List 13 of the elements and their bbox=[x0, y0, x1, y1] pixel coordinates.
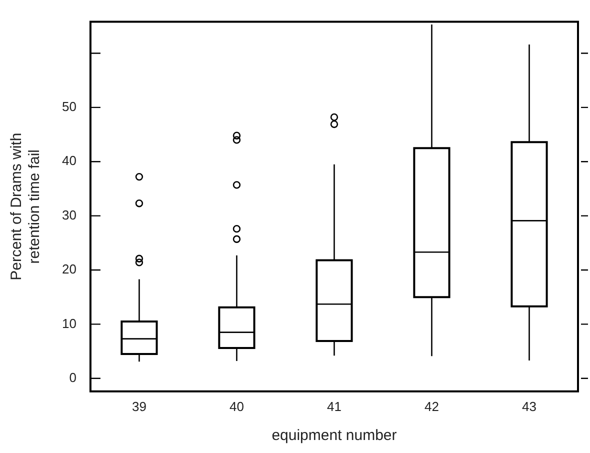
y-tick-label: 40 bbox=[62, 153, 76, 168]
x-tick-label: 40 bbox=[229, 398, 244, 414]
x-axis-title: equipment number bbox=[272, 427, 397, 444]
x-tick-label: 41 bbox=[326, 398, 342, 414]
y-tick-label: 50 bbox=[62, 99, 76, 114]
x-tick-label: 43 bbox=[522, 398, 536, 414]
y-tick-label: 20 bbox=[62, 262, 76, 277]
x-tick-label: 42 bbox=[424, 398, 439, 414]
x-tick-label: 39 bbox=[132, 398, 146, 414]
y-tick-label: 0 bbox=[69, 370, 76, 385]
y-tick-label: 30 bbox=[62, 207, 76, 222]
y-tick-label: 10 bbox=[62, 316, 76, 331]
y-axis-title: Percent of Drams with retention time fail bbox=[8, 132, 44, 280]
